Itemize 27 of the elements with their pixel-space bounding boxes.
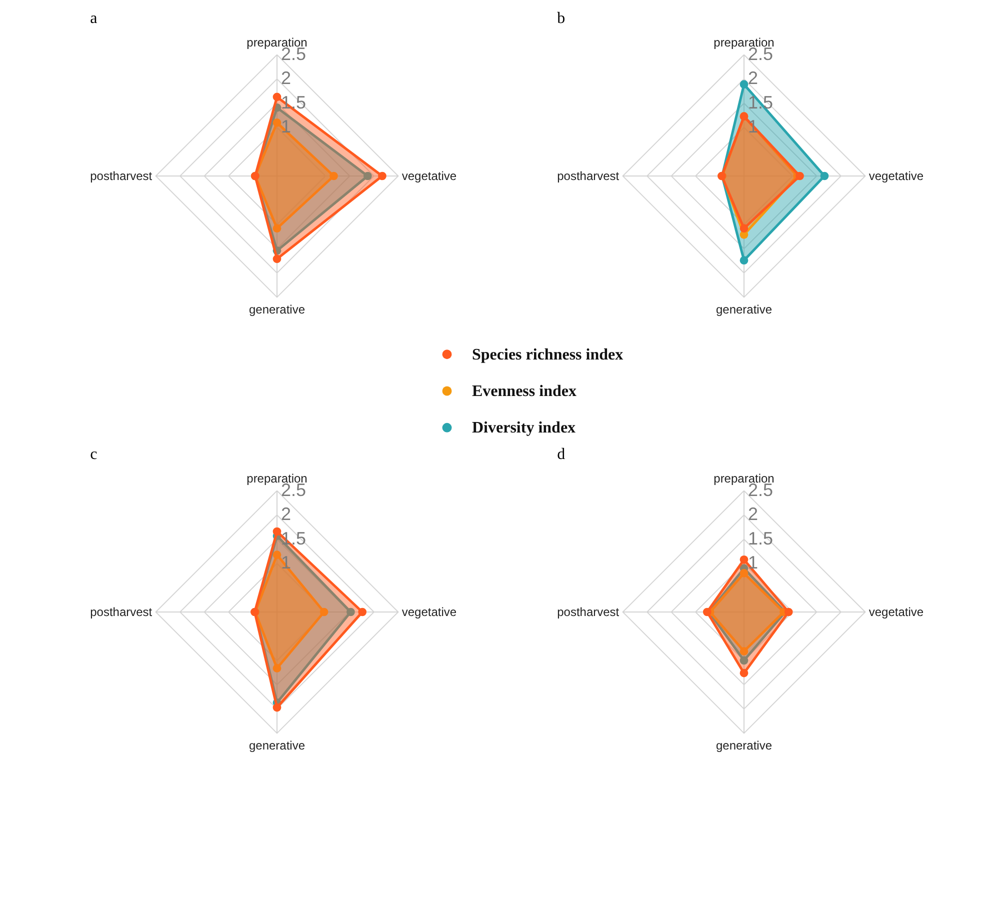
- spoke-label: postharvest: [90, 169, 153, 183]
- spoke-label: vegetative: [402, 169, 457, 183]
- spoke-label: postharvest: [90, 605, 153, 619]
- spoke-label: vegetative: [868, 169, 924, 183]
- y-tick-label: 2: [281, 504, 292, 524]
- y-tick-label: 2: [281, 68, 292, 88]
- spoke-label: generative: [248, 302, 306, 316]
- y-tick-label: 1.5: [281, 92, 306, 112]
- legend-label: Species richness index: [472, 346, 624, 364]
- y-tick-label: 1: [748, 552, 758, 573]
- legend-label: Evenness index: [472, 383, 576, 400]
- chart-title: b: [557, 10, 566, 27]
- legend-label: Diversity index: [472, 420, 576, 437]
- spoke-label: vegetative: [402, 605, 457, 619]
- chart-title: c: [90, 446, 98, 463]
- spoke-label: generative: [716, 302, 772, 316]
- spoke-label: postharvest: [557, 605, 620, 619]
- spoke-label: vegetative: [868, 605, 924, 619]
- y-tick-label: 1.5: [748, 92, 774, 112]
- y-tick-label: 1.5: [748, 528, 774, 548]
- spoke-label: generative: [248, 738, 306, 752]
- spoke-label: postharvest: [557, 169, 620, 183]
- y-tick-label: 2: [748, 68, 758, 88]
- chart-title: d: [557, 446, 566, 463]
- y-tick-label: 2: [748, 504, 758, 524]
- spoke-label: generative: [716, 738, 772, 752]
- chart-title: a: [90, 10, 98, 27]
